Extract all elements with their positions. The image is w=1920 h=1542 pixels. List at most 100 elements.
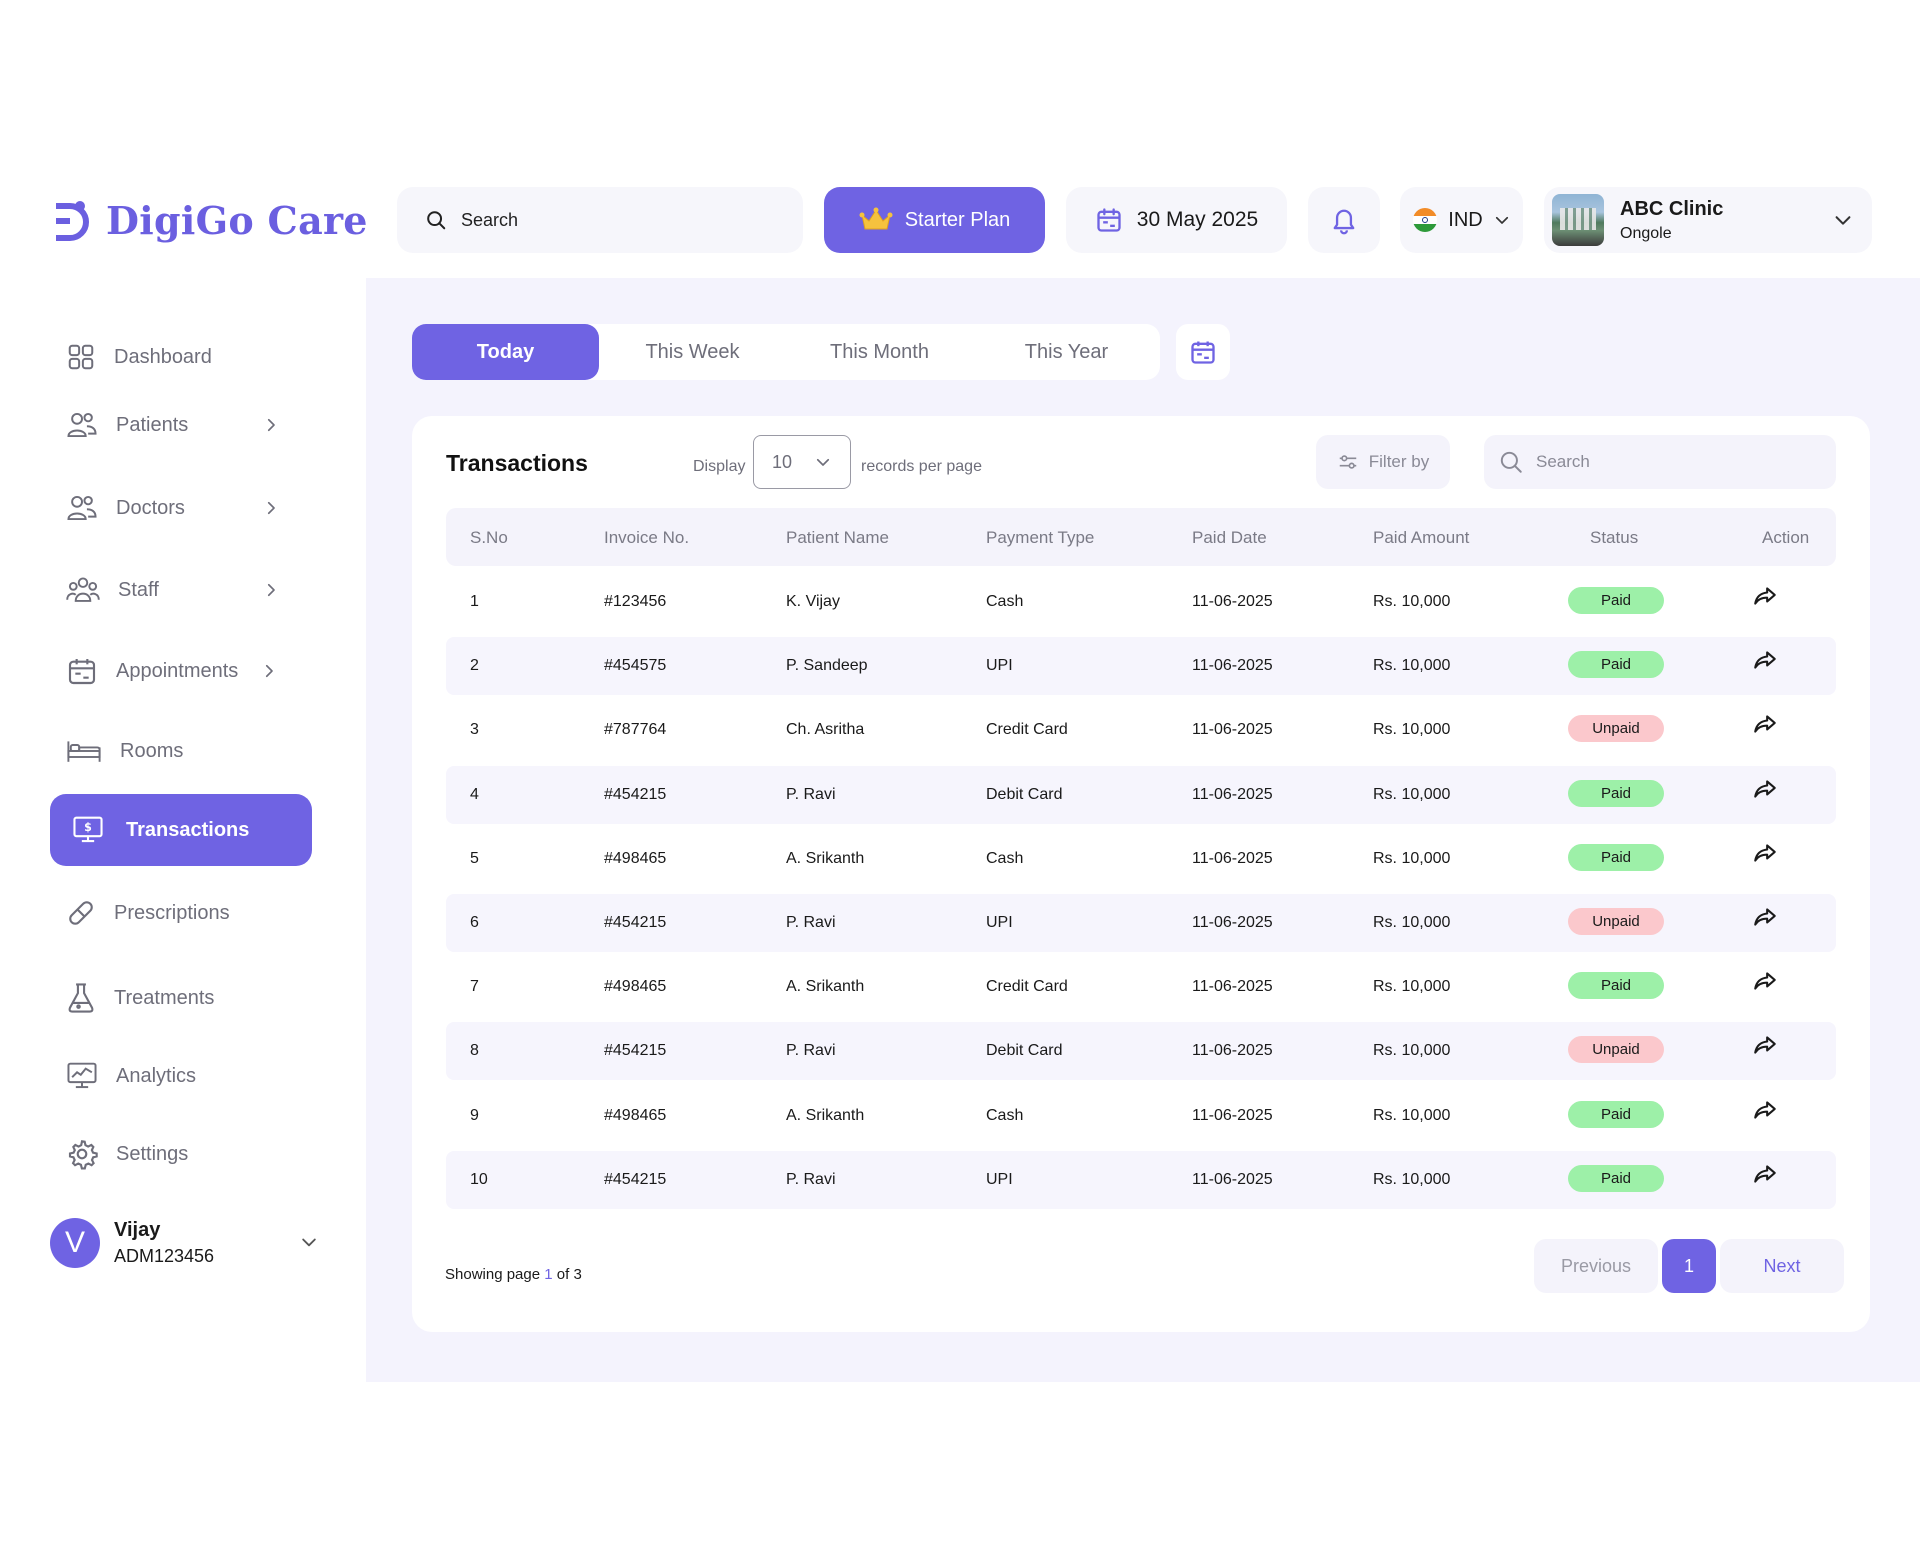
status-badge: Paid	[1568, 972, 1664, 1000]
clinic-selector[interactable]: ABC Clinic Ongole	[1544, 187, 1872, 253]
table-row[interactable]: 9 #498465 A. Srikanth Cash 11-06-2025 Rs. 10,…	[446, 1087, 1836, 1145]
filter-button[interactable]: Filter by	[1316, 435, 1450, 489]
sidebar-item-rooms[interactable]: Rooms	[66, 731, 183, 771]
sidebar-item-label: Staff	[118, 578, 159, 601]
share-icon[interactable]	[1752, 1161, 1778, 1187]
sidebar-item-label: Treatments	[114, 986, 215, 1009]
user-name: Vijay	[114, 1219, 161, 1241]
search-icon	[427, 211, 446, 230]
status-badge: Paid	[1568, 843, 1664, 871]
sidebar-item-doctors[interactable]: Doctors	[66, 488, 275, 528]
sidebar-item-treatments[interactable]: Treatments	[66, 978, 214, 1018]
page-status-prefix: Showing page	[445, 1266, 545, 1283]
table-row[interactable]: 1 #123456 K. Vijay Cash 11-06-2025 Rs. 10,000…	[446, 573, 1836, 631]
share-icon[interactable]	[1752, 647, 1778, 673]
column-header[interactable]: Invoice No.	[604, 528, 690, 547]
share-icon[interactable]	[1752, 1097, 1778, 1123]
cell-invoice: #123456	[604, 593, 667, 610]
share-icon[interactable]	[1752, 583, 1778, 609]
status-badge: Paid	[1568, 779, 1664, 807]
table-row[interactable]: 8 #454215 P. Ravi Debit Card 11-06-2025 Rs. 1…	[446, 1022, 1836, 1081]
table-row[interactable]: 6 #454215 P. Ravi UPI 11-06-2025 Rs. 10,000 Un…	[446, 894, 1836, 952]
global-search-input[interactable]	[461, 209, 781, 231]
table-row[interactable]: 5 #498465 A. Srikanth Cash 11-06-2025 Rs. 10,…	[446, 830, 1836, 888]
cell-invoice: #454215	[604, 785, 667, 803]
column-header[interactable]: Payment Type	[986, 528, 1095, 547]
notifications-button[interactable]	[1308, 187, 1380, 253]
sidebar-item-label: Doctors	[116, 496, 185, 519]
column-header[interactable]: Paid Amount	[1373, 528, 1470, 547]
share-icon[interactable]	[1752, 1032, 1778, 1058]
sidebar-item-patients[interactable]: Patients	[66, 405, 275, 445]
share-icon[interactable]	[1752, 711, 1778, 737]
column-header[interactable]: Action	[1762, 528, 1810, 547]
table-row[interactable]: 3 #787764 Ch. Asritha Credit Card 11-06-2025…	[446, 701, 1836, 759]
brand-logo[interactable]: DigiGo Care	[52, 192, 368, 248]
table-search[interactable]	[1484, 435, 1836, 489]
india-flag-icon	[1413, 208, 1438, 232]
cell-amount: Rs. 10,000	[1373, 1042, 1451, 1060]
column-header[interactable]: Paid Date	[1192, 528, 1267, 547]
sidebar-item-dashboard[interactable]: Dashboard	[66, 337, 212, 377]
cell-date: 11-06-2025	[1192, 657, 1273, 675]
table-row[interactable]: 4 #454215 P. Ravi Debit Card 11-06-2025 Rs. 1…	[446, 765, 1836, 824]
share-icon[interactable]	[1752, 904, 1778, 930]
share-icon[interactable]	[1752, 840, 1778, 866]
users-icon	[67, 412, 97, 438]
billing-monitor-icon: $	[73, 816, 103, 843]
column-header[interactable]: S.No	[470, 528, 508, 547]
date-picker[interactable]: 30 May 2025	[1066, 187, 1287, 253]
table-row[interactable]: 2 #454575 P. Sandeep UPI 11-06-2025 Rs. 10,00…	[446, 637, 1836, 696]
users-icon	[67, 495, 97, 521]
status-badge: Paid	[1568, 587, 1664, 614]
table-row[interactable]: 10 #454215 P. Ravi UPI 11-06-2025 Rs. 10,000 P…	[446, 1150, 1836, 1209]
calendar-icon	[1097, 208, 1121, 232]
cell-amount: Rs. 10,000	[1373, 721, 1451, 739]
language-selector[interactable]: IND	[1400, 187, 1523, 253]
tab-this-week[interactable]: This Week	[645, 340, 740, 363]
share-icon[interactable]	[1752, 776, 1778, 802]
sidebar-item-transactions[interactable]: $ Transactions	[50, 794, 312, 866]
tab-this-month[interactable]: This Month	[830, 340, 929, 363]
user-menu-chevron-icon[interactable]	[299, 1232, 319, 1252]
share-icon[interactable]	[1752, 968, 1778, 994]
cell-amount: Rs. 10,000	[1373, 593, 1451, 610]
column-header[interactable]: Patient Name	[786, 528, 889, 547]
starter-plan-button[interactable]: Starter Plan	[824, 187, 1045, 253]
table-search-input[interactable]	[1536, 452, 1816, 472]
cell-sno: 6	[470, 914, 479, 931]
cell-patient: K. Vijay	[786, 593, 840, 610]
page-1-button[interactable]: 1	[1662, 1239, 1716, 1293]
tab-today[interactable]: Today	[412, 324, 599, 380]
sidebar-item-settings[interactable]: Settings	[66, 1134, 188, 1174]
avatar: V	[50, 1218, 100, 1268]
column-header[interactable]: Status	[1590, 528, 1639, 547]
user-profile[interactable]: V Vijay ADM123456	[50, 1218, 214, 1268]
cell-patient: P. Sandeep	[786, 657, 868, 675]
cell-type: Credit Card	[986, 978, 1068, 996]
grid-icon	[68, 344, 94, 370]
cell-date: 11-06-2025	[1192, 1106, 1273, 1124]
cell-type: Debit Card	[986, 1042, 1063, 1060]
sidebar-item-label: Analytics	[116, 1064, 197, 1087]
page-size-select[interactable]: 10	[753, 435, 851, 489]
global-search[interactable]	[397, 187, 803, 253]
cell-sno: 8	[470, 1042, 479, 1060]
sidebar-item-prescriptions[interactable]: Prescriptions	[66, 893, 230, 933]
cell-sno: 2	[470, 657, 479, 675]
tab-this-year[interactable]: This Year	[1024, 340, 1109, 363]
status-badge: Unpaid	[1568, 715, 1664, 743]
cell-patient: Ch. Asritha	[786, 721, 865, 739]
cell-sno: 4	[470, 785, 479, 803]
cell-amount: Rs. 10,000	[1373, 849, 1451, 867]
sidebar-item-analytics[interactable]: Analytics	[66, 1056, 196, 1096]
cell-amount: Rs. 10,000	[1373, 978, 1451, 996]
previous-page-button[interactable]: Previous	[1534, 1239, 1658, 1293]
cell-date: 11-06-2025	[1192, 721, 1273, 739]
sidebar-item-appointments[interactable]: Appointments	[66, 651, 273, 691]
table-row[interactable]: 7 #498465 A. Srikanth Credit Card 11-06-2025…	[446, 958, 1836, 1016]
custom-date-button[interactable]	[1176, 324, 1230, 380]
cell-patient: P. Ravi	[786, 1042, 836, 1060]
next-page-button[interactable]: Next	[1720, 1239, 1844, 1293]
sidebar-item-staff[interactable]: Staff	[66, 570, 275, 610]
